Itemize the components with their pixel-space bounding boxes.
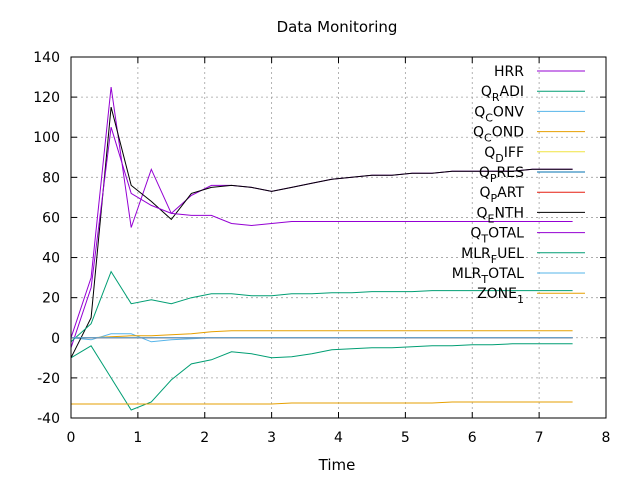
chart-title: Data Monitoring [277,18,398,36]
y-tick-label: 20 [42,291,60,307]
y-tick-label: 120 [33,90,60,106]
legend-label: QENTH [476,205,524,225]
x-tick-label: 4 [334,430,343,446]
y-tick-label: -40 [37,411,60,427]
legend-label: QPART [479,185,524,205]
y-tick-label: 100 [33,130,60,146]
legend-label: QCONV [474,104,524,124]
y-tick-label: 140 [33,50,60,66]
legend-label: MLRFUEL [461,246,524,266]
x-tick-label: 7 [535,430,544,446]
legend-label: QPRES [479,165,524,185]
series-line-zone-1 [71,401,573,405]
x-tick-label: 5 [401,430,410,446]
y-tick-label: 80 [42,170,60,186]
series-line-q-cond [71,330,573,339]
x-tick-label: 2 [200,430,209,446]
legend-label: QCOND [473,125,524,145]
y-tick-label: 0 [51,331,60,347]
legend-label: ZONE1 [477,286,524,306]
y-tick-label: 40 [42,251,60,267]
legend-label: QRADI [481,84,524,104]
legend-label: HRR [494,64,524,80]
axis-ticks: 0 1 2 3 4 5 6 7 8 -40 -20 0 20 40 60 80 100 120 140 [33,50,610,446]
legend: HRR QRADIQCONVQCONDQDIFFQPRESQPARTQENTHQT… [452,64,585,306]
series-line-q-radi [70,343,573,411]
legend-label: QDIFF [484,145,524,165]
grid [71,57,606,418]
series-lines [70,87,573,411]
x-tick-label: 1 [133,430,142,446]
x-tick-label: 6 [468,430,477,446]
y-tick-label: -20 [37,371,60,387]
x-tick-label: 8 [602,430,611,446]
x-tick-label: 3 [267,430,276,446]
series-line-q-total [70,127,573,348]
plot-frame [70,56,607,419]
legend-label: MLRTOTAL [452,266,524,286]
y-tick-label: 60 [42,210,60,226]
x-tick-label: 0 [67,430,76,446]
legend-label: QTOTAL [470,226,524,246]
series-line-mlr-fuel [70,270,573,343]
series-line-q-enth [70,106,573,359]
x-axis-label: Time [318,456,356,474]
